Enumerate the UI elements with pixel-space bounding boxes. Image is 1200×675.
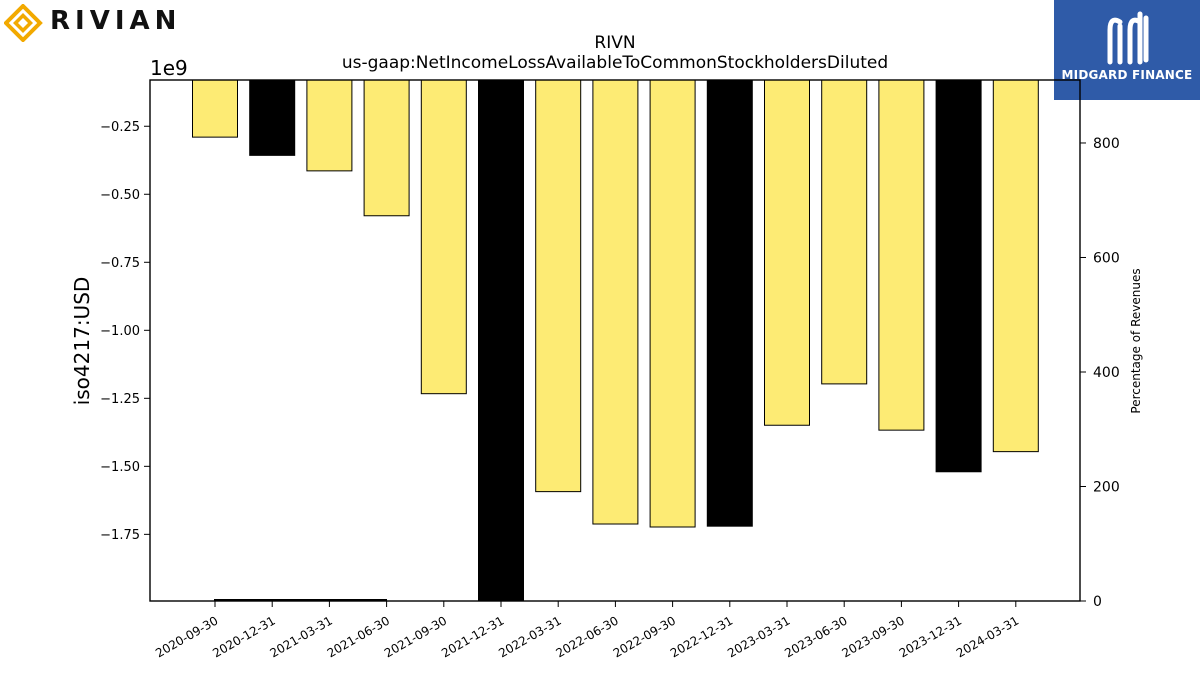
midgard-finance-badge: MIDGARD FINANCE <box>1054 0 1200 100</box>
x-tick-label: 2021-03-31 <box>267 613 334 660</box>
bar-2021-09-30 <box>420 79 467 395</box>
y2-tick-label: 0 <box>1093 594 1102 610</box>
x-tick-label: 2024-03-31 <box>954 613 1021 660</box>
x-tick-label: 2020-12-31 <box>210 613 277 660</box>
bar-2021-03-31 <box>306 79 353 172</box>
x-tick-label: 2023-03-31 <box>725 613 792 660</box>
y2-tick-label: 200 <box>1093 479 1120 495</box>
bar-2022-06-30 <box>592 79 639 525</box>
y-multiplier: 1e9 <box>150 56 188 80</box>
y-tick-label: −0.25 <box>100 120 140 135</box>
y-tick-label: −1.00 <box>100 324 140 339</box>
y2-axis-label: Percentage of Revenues <box>1129 268 1143 413</box>
bar-2023-06-30 <box>821 79 868 385</box>
y2-tick-label: 800 <box>1093 136 1120 152</box>
y2-tick-label: 600 <box>1093 250 1120 266</box>
y-tick-label: −1.75 <box>100 528 140 543</box>
chart-subtitle: us-gaap:NetIncomeLossAvailableToCommonSt… <box>342 53 888 73</box>
y2-axis-ticks: 0 200 400 600 800 <box>1080 136 1120 610</box>
bar-2022-03-31 <box>535 79 582 493</box>
x-tick-label: 2020-09-30 <box>153 613 220 660</box>
plot-frame <box>149 79 1081 602</box>
x-tick-label: 2023-09-30 <box>839 613 906 660</box>
bar-2022-12-31 <box>706 79 753 527</box>
rivian-diamond-icon <box>4 4 43 42</box>
bar-2021-06-30 <box>363 79 410 217</box>
bar-2023-03-31 <box>764 79 810 426</box>
y-axis-ticks: −0.25 −0.50 −0.75 −1.00 −1.25 −1.50 −1.75 <box>100 120 150 543</box>
y-tick-label: −0.50 <box>100 188 140 203</box>
y-tick-label: −1.50 <box>100 460 140 475</box>
bars-group <box>192 79 1039 602</box>
x-tick-label: 2021-12-31 <box>439 613 506 660</box>
y2-tick-label: 400 <box>1093 365 1120 381</box>
y-tick-label: −1.25 <box>100 392 140 407</box>
sponsor-name: MIDGARD FINANCE <box>1061 68 1193 82</box>
x-tick-label: 2022-03-31 <box>496 613 563 660</box>
chart-title: RIVN <box>594 33 635 53</box>
midgard-m-icon <box>1107 11 1149 65</box>
bar-2020-12-31 <box>249 79 296 156</box>
x-tick-label: 2023-12-31 <box>897 613 964 660</box>
bar-2023-12-31 <box>935 79 982 473</box>
x-axis-ticks: 2020-09-302020-12-312021-03-312021-06-30… <box>153 601 1021 660</box>
x-tick-label: 2022-06-30 <box>553 613 620 660</box>
x-tick-label: 2023-06-30 <box>782 613 849 660</box>
y-tick-label: −0.75 <box>100 256 140 271</box>
bar-2020-09-30 <box>192 79 238 138</box>
bar-2021-12-31 <box>478 79 524 602</box>
rivian-logo <box>4 4 43 42</box>
bar-2022-09-30 <box>649 79 696 528</box>
x-tick-label: 2022-12-31 <box>668 613 735 660</box>
x-tick-label: 2021-06-30 <box>325 613 392 660</box>
bar-2023-09-30 <box>878 79 925 431</box>
bar-2024-03-31 <box>992 79 1039 453</box>
x-tick-label: 2022-09-30 <box>611 613 678 660</box>
y-axis-label: iso4217:USD <box>70 277 94 406</box>
x-tick-label: 2021-09-30 <box>382 613 449 660</box>
brand-name: RIVIAN <box>50 6 182 36</box>
